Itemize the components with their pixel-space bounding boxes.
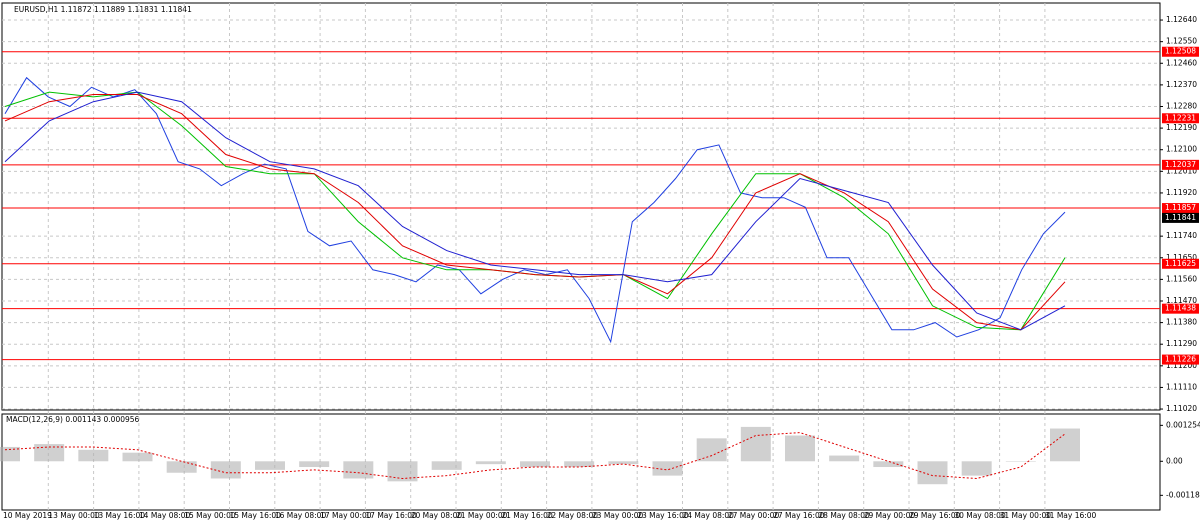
level-label: 1.12037 xyxy=(1165,160,1196,169)
y-tick-label: 1.12370 xyxy=(1166,80,1197,89)
macd-bar xyxy=(829,455,860,462)
price-line xyxy=(4,76,1066,344)
macd-bar xyxy=(343,461,374,479)
macd-bar xyxy=(0,446,20,462)
level-label: 1.12508 xyxy=(1165,47,1196,56)
y-tick-label: 1.11920 xyxy=(1166,188,1197,197)
x-tick-label: 17 May 16:00 xyxy=(365,511,417,520)
macd-tick-label: 0.00 xyxy=(1166,456,1183,465)
x-tick-label: 31 May 16:00 xyxy=(1045,511,1097,520)
macd-bar xyxy=(961,461,992,476)
level-label-box xyxy=(1162,354,1199,365)
y-tick-label: 1.12100 xyxy=(1166,145,1197,154)
x-tick-label: 27 May 16:00 xyxy=(773,511,825,520)
macd-bar xyxy=(917,461,948,485)
x-tick-label: 22 May 08:00 xyxy=(547,511,599,520)
level-label: 1.11438 xyxy=(1165,304,1196,313)
x-tick-label: 13 May 00:00 xyxy=(48,511,100,520)
x-tick-label: 15 May 16:00 xyxy=(230,511,282,520)
macd-bar xyxy=(785,435,815,462)
macd-bar xyxy=(122,452,153,462)
x-tick-label: 23 May 00:00 xyxy=(592,511,644,520)
y-tick-label: 1.12190 xyxy=(1166,123,1197,132)
level-label-box xyxy=(1162,258,1199,269)
macd-bar xyxy=(387,461,418,482)
y-tick-label: 1.11650 xyxy=(1166,253,1197,262)
x-tick-label: 24 May 08:00 xyxy=(683,511,735,520)
y-tick-label: 1.11200 xyxy=(1166,361,1197,370)
x-tick-label: 16 May 08:00 xyxy=(275,511,327,520)
level-label: 1.11226 xyxy=(1165,355,1196,364)
macd-bar xyxy=(520,461,550,468)
y-tick-label: 1.11380 xyxy=(1166,318,1197,327)
x-tick-label: 21 May 16:00 xyxy=(501,511,553,520)
level-label-box xyxy=(1162,303,1199,314)
y-tick-label: 1.11470 xyxy=(1166,296,1197,305)
y-tick-label: 1.12280 xyxy=(1166,101,1197,110)
y-tick-label: 1.12010 xyxy=(1166,166,1197,175)
level-label-box xyxy=(1162,113,1199,124)
macd-bar xyxy=(1050,428,1080,462)
macd-tick-label: -0.001188 xyxy=(1166,490,1200,499)
macd-bar xyxy=(78,449,109,462)
macd-bar xyxy=(696,438,727,462)
y-tick-label: 1.11020 xyxy=(1166,404,1197,413)
x-tick-label: 30 May 08:00 xyxy=(954,511,1006,520)
x-tick-label: 23 May 16:00 xyxy=(637,511,689,520)
moving-average xyxy=(4,94,1066,331)
y-tick-label: 1.12640 xyxy=(1166,15,1197,24)
x-tick-label: 29 May 00:00 xyxy=(864,511,916,520)
macd-bar xyxy=(431,461,462,470)
x-tick-label: 17 May 00:00 xyxy=(320,511,372,520)
price-panel xyxy=(1,2,1161,411)
macd-bar xyxy=(255,461,285,470)
level-label-box xyxy=(1162,159,1199,170)
x-tick-label: 10 May 2019 xyxy=(3,511,52,520)
x-tick-label: 15 May 00:00 xyxy=(184,511,236,520)
macd-bar xyxy=(564,461,595,468)
y-tick-label: 1.11740 xyxy=(1166,231,1197,240)
x-tick-label: 20 May 08:00 xyxy=(411,511,463,520)
current-price-box xyxy=(1162,212,1199,223)
moving-average xyxy=(4,91,1066,331)
macd-tick-label: 0.001254 xyxy=(1166,420,1200,429)
macd-bar xyxy=(475,461,506,465)
macd-bar xyxy=(608,461,639,465)
macd-bar xyxy=(166,461,197,473)
level-label: 1.11857 xyxy=(1165,203,1196,212)
y-tick-label: 1.11560 xyxy=(1166,274,1197,283)
macd-bar xyxy=(1005,461,1036,462)
current-price-label: 1.11841 xyxy=(1165,213,1196,222)
macd-bar xyxy=(652,461,683,476)
macd-bar xyxy=(873,461,904,468)
y-tick-label: 1.12460 xyxy=(1166,58,1197,67)
x-tick-label: 27 May 00:00 xyxy=(728,511,780,520)
macd-bar xyxy=(34,444,65,462)
macd-label: MACD(12,26,9) 0.001143 0.000956 xyxy=(6,415,140,424)
level-label: 1.12231 xyxy=(1165,113,1196,122)
level-label-box xyxy=(1162,203,1199,214)
y-tick-label: 1.12550 xyxy=(1166,37,1197,46)
chart-header: EURUSD,H1 1.11872 1.11889 1.11831 1.1184… xyxy=(14,5,192,14)
x-tick-label: 14 May 08:00 xyxy=(139,511,191,520)
y-tick-label: 1.11290 xyxy=(1166,339,1197,348)
level-label: 1.11625 xyxy=(1165,259,1196,268)
macd-bar xyxy=(210,461,241,479)
x-tick-label: 29 May 16:00 xyxy=(909,511,961,520)
x-tick-label: 28 May 08:00 xyxy=(818,511,870,520)
x-tick-label: 31 May 00:00 xyxy=(1000,511,1052,520)
x-tick-label: 13 May 16:00 xyxy=(94,511,146,520)
macd-bar xyxy=(740,426,771,462)
x-tick-label: 21 May 00:00 xyxy=(456,511,508,520)
y-tick-label: 1.11110 xyxy=(1166,382,1197,391)
macd-bar xyxy=(299,461,330,468)
level-label-box xyxy=(1162,46,1199,57)
